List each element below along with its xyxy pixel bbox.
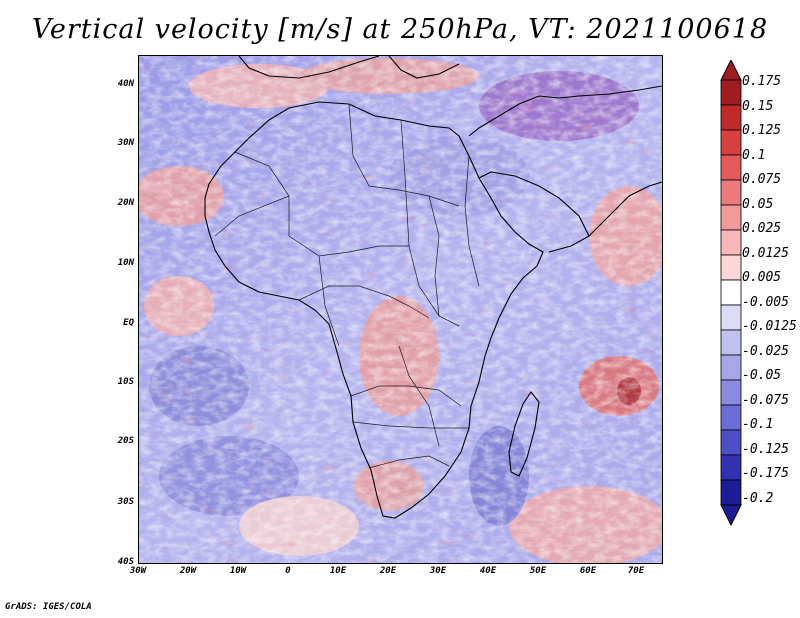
credit-label: GrADS: IGES/COLA [5,602,92,612]
colorbar-swatch [720,354,742,381]
colorbar-swatch [720,479,742,506]
lat-label-30s: 30S [117,497,134,507]
colorbar-tick-label: -0.2 [742,490,774,506]
colorbar-tick-label: -0.005 [742,294,789,310]
lon-label-0: 0 [285,566,291,576]
colorbar-tick-label: -0.0125 [742,319,797,334]
colorbar-swatch [720,154,742,181]
lat-label-10s: 10S [117,377,134,387]
colorbar-bottom-arrow [720,504,742,527]
colorbar-tick-label: 0.0125 [742,245,789,261]
colorbar-tick-label: 0.05 [742,196,774,212]
colorbar-tick-label: -0.05 [742,368,782,383]
colorbar-swatch [720,104,742,131]
colorbar-tick-label: 0.175 [742,74,782,89]
colorbar-tick-label: 0.075 [742,172,782,187]
lon-label-40e: 40E [479,566,497,576]
colorbar-top-arrow [720,60,742,81]
lon-label-50e: 50E [529,566,547,576]
lat-label-20s: 20S [117,436,134,446]
lon-label-20e: 20E [379,566,397,576]
lat-label-20n: 20N [117,198,134,208]
colorbar-swatch [720,304,742,331]
lat-label-eq: EQ [123,318,134,328]
colorbar-swatch [720,454,742,481]
colorbar-tick-label: -0.075 [742,392,789,408]
colorbar-swatch [720,329,742,356]
colorbar-swatch [720,279,742,306]
colorbar-tick-label: -0.175 [742,466,789,481]
country-borders [214,103,480,469]
lat-label-10n: 10N [117,258,134,268]
lon-label-30w: 30W [129,566,147,576]
coastlines [204,56,662,519]
colorbar-swatch [720,129,742,156]
lon-label-60e: 60E [579,566,597,576]
colorbar-tick-label: 0.1 [742,147,766,163]
lon-label-20w: 20W [179,566,197,576]
colorbar-swatch [720,79,742,106]
lon-label-10e: 10E [329,566,347,576]
lat-label-40s: 40S [117,557,134,567]
map-plot-area [138,55,663,564]
colorbar-tick-label: 0.005 [742,270,782,285]
lat-label-40n: 40N [117,79,134,89]
colorbar-tick-label: -0.025 [742,343,789,359]
colorbar [720,60,742,527]
colorbar-tick-label: 0.125 [742,123,782,138]
colorbar-tick-label: -0.125 [742,441,789,457]
colorbar-swatch [720,254,742,281]
colorbar-tick-label: 0.15 [742,98,774,114]
colorbar-swatch [720,229,742,256]
lon-label-10w: 10W [229,566,247,576]
colorbar-tick-label: 0.025 [742,221,782,236]
lat-label-30n: 30N [117,138,134,148]
colorbar-tick-label: -0.1 [742,417,774,432]
lon-label-30e: 30E [429,566,447,576]
colorbar-swatch [720,204,742,231]
lon-label-70e: 70E [627,566,645,576]
map-title: Vertical velocity [m/s] at 250hPa, VT: 2… [31,14,769,45]
colorbar-swatch [720,179,742,206]
colorbar-swatch [720,429,742,456]
vertical-velocity-field [139,56,662,563]
colorbar-swatch [720,404,742,431]
colorbar-swatch [720,379,742,406]
